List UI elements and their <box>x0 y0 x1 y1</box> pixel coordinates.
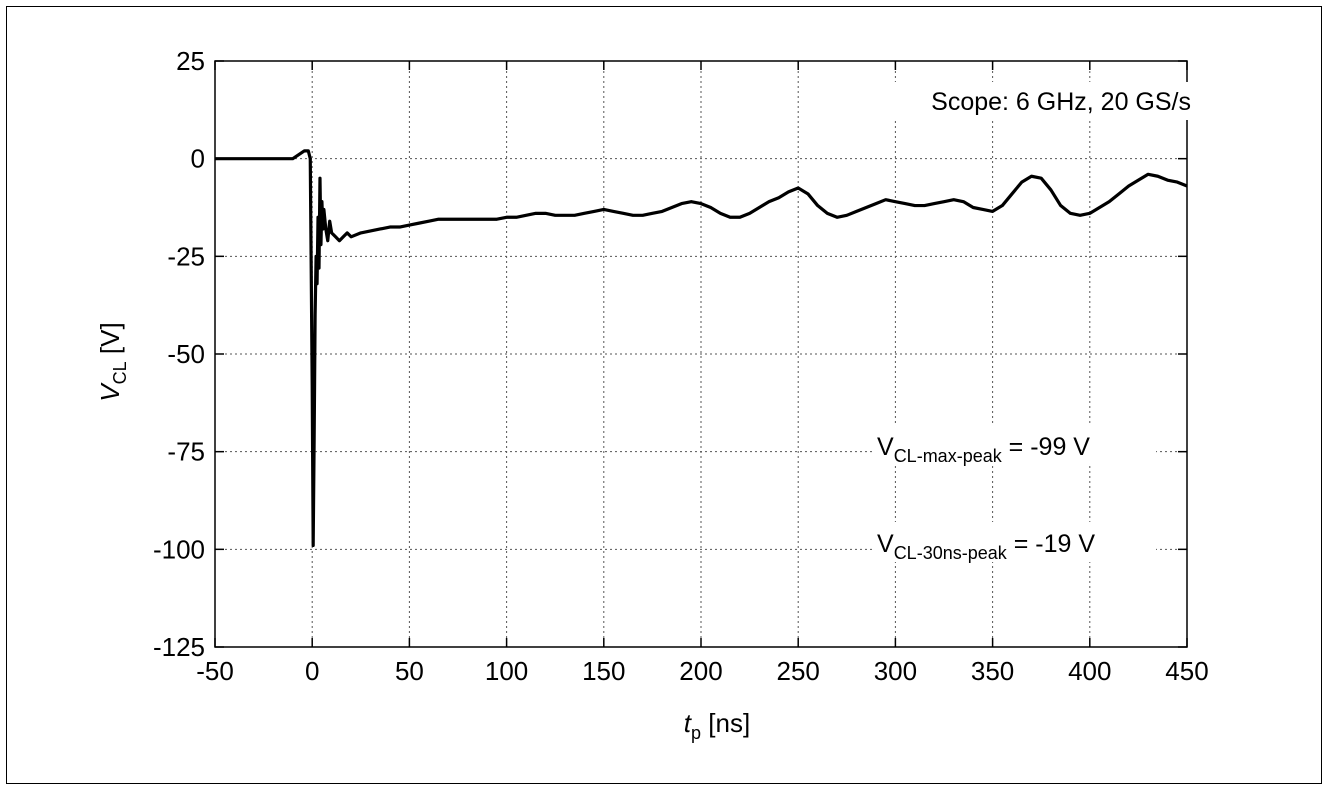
scope-annotation-bg <box>849 82 1195 120</box>
x-tick-label: 400 <box>1068 656 1111 686</box>
max-peak-annotation-bg <box>874 425 1156 465</box>
y-tick-label: 0 <box>191 144 205 174</box>
x-tick-label: 50 <box>395 656 424 686</box>
series-line <box>215 149 1188 548</box>
x-tick-label: 300 <box>874 656 917 686</box>
x-tick-label: 200 <box>679 656 722 686</box>
y-tick-label: -75 <box>167 437 205 467</box>
30ns-peak-annotation: VCL-30ns-peak = -19 V <box>877 530 1095 563</box>
y-tick-label: -25 <box>167 241 205 271</box>
y-tick-label: -125 <box>153 632 205 662</box>
30ns-peak-annotation-bg <box>874 522 1156 562</box>
x-tick-label: 100 <box>485 656 528 686</box>
y-tick-label: -50 <box>167 339 205 369</box>
x-axis-label: tp [ns] <box>684 708 750 743</box>
x-tick-label: 150 <box>582 656 625 686</box>
line-chart: -50 0 50 100 150 200 250 300 350 400 450-125-100-7… <box>95 46 1209 743</box>
plot-area-border <box>214 60 1188 648</box>
chart-frame: -50 0 50 100 150 200 250 300 350 400 450 -125 -100 -7… <box>6 6 1322 784</box>
y-axis-label: VCL [V] <box>95 322 130 401</box>
scope-annotation: Scope: 6 GHz, 20 GS/s <box>931 88 1191 116</box>
x-tick-label: 0 <box>305 656 319 686</box>
x-tick-label: -50 <box>196 656 234 686</box>
tick-labels: -50 0 50 100 150 200 250 300 350 400 450-125-100-7… <box>153 46 1209 686</box>
y-tick-label: 25 <box>176 46 205 76</box>
x-tick-label: 250 <box>777 656 820 686</box>
max-peak-annotation: VCL-max-peak = -99 V <box>877 433 1090 466</box>
y-tick-label: -100 <box>153 534 205 564</box>
x-tick-label: 350 <box>971 656 1014 686</box>
x-tick-label: 450 <box>1165 656 1208 686</box>
